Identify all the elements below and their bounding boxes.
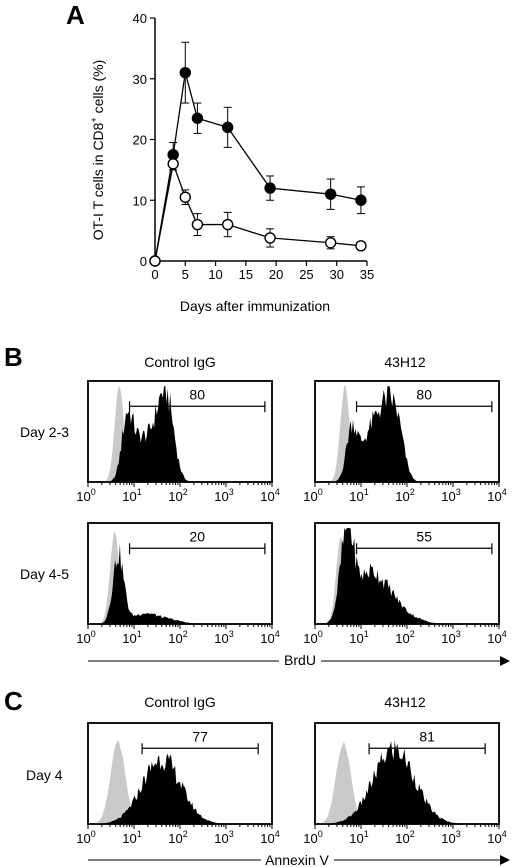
panel-b-day2-3-control-igg-x-tick-label: 102 (168, 487, 187, 504)
panel-b-day2-3-43h12-x-tick-label: 100 (303, 487, 322, 504)
panel-c-day4-control-igg-x-tick-label: 101 (122, 829, 141, 846)
panel-a-point-open (221, 218, 234, 231)
panel-b-day2-3-43h12-gate-value: 80 (416, 386, 432, 402)
panel-c-x-axis-label: Annexin V (265, 852, 329, 867)
panel-a-point-open (324, 237, 337, 249)
panel-c-day4-43h12-grey-histogram (315, 741, 499, 824)
panel-c-day4-control-igg-gate-value: 77 (192, 728, 208, 744)
panel-b-day4-5-control-igg-x-tick-label: 103 (214, 629, 233, 646)
panel-c-day4-43h12-x-tick-label: 102 (395, 829, 414, 846)
panel-b-letter: B (4, 342, 23, 372)
panel-a-point-open (355, 240, 367, 252)
panel-b-col-title-43h12: 43H12 (384, 354, 425, 370)
panel-a-y-tick-label: 20 (133, 133, 147, 148)
panel-b-day2-3-43h12-black-histogram (315, 386, 499, 482)
panel-a-point-open (179, 191, 191, 203)
panel-c-day4-control-igg-x-tick-label: 103 (214, 829, 233, 846)
panel-a-line-chart: 0 5 10 15 20 25 30 35 0 10 20 30 40 (133, 11, 375, 282)
panel-a-y-tick-label: 0 (140, 254, 147, 269)
panel-a-letter: A (66, 0, 85, 30)
panel-b-day4-5-control-igg-x-tick-label: 101 (122, 629, 141, 646)
panel-a-point-open (149, 255, 161, 267)
panel-b-col-title-control: Control IgG (144, 354, 216, 370)
panel-b-day2-3-control-igg-x-tick-label: 104 (260, 487, 279, 504)
panel-c-letter: C (4, 686, 23, 716)
panel-b-day4-5-43h12-x-tick-label: 102 (395, 629, 414, 646)
panel-b-day4-5-43h12-black-histogram (315, 528, 499, 624)
panel-b-day2-3-control-igg-gate-value: 80 (189, 386, 205, 402)
panel-a-point-filled (264, 182, 276, 194)
panel-a-y-tick-label: 40 (133, 11, 147, 26)
panel-a-y-axis-label: OT-I T cells in CD8+ cells (%) (89, 60, 106, 241)
panel-a-point-open (167, 158, 179, 170)
panel-a-point-open (191, 218, 204, 231)
panel-a-y-axis-label-sup: + (89, 117, 99, 122)
panel-a-x-tick-label: 15 (239, 267, 253, 282)
panel-b-day4-5-control-igg-x-tick-label: 104 (260, 629, 279, 646)
panel-a-x-axis-label: Days after immunization (180, 298, 330, 314)
panel-b-day4-5-control-igg-x-tick-label: 102 (168, 629, 187, 646)
panel-a-point-filled (324, 188, 337, 200)
panel-a-y-axis-label-main: OT-I T cells in CD8 (90, 122, 106, 240)
panel-b-histograms: 80 100 101 102 103 104 80 100 101 102 103 104 20 100 1… (76, 380, 507, 646)
panel-b-day2-3-control-igg-black-histogram (88, 386, 272, 482)
panel-c-day4-43h12-x-tick-label: 103 (441, 829, 460, 846)
panel-a-point-filled (221, 121, 234, 134)
panel-b-day4-5-control-igg-x-tick-label: 100 (76, 629, 95, 646)
panel-b-day2-3-control-igg-x-tick-label: 100 (76, 487, 95, 504)
panel-c-day4-43h12-x-tick-label: 104 (487, 829, 506, 846)
panel-a-x-tick-label: 25 (299, 267, 313, 282)
panel-a-x-tick-label: 30 (329, 267, 343, 282)
panel-c-day4-43h12-x-tick-label: 101 (349, 829, 368, 846)
panel-a-point-filled (355, 194, 367, 206)
panel-b-day2-3-43h12-x-tick-label: 102 (395, 487, 414, 504)
panel-c-day4-control-igg-black-histogram (88, 753, 272, 824)
panel-c-day4-control-igg-grey-histogram (88, 740, 272, 824)
panel-a-x-tick-label: 35 (360, 267, 374, 282)
panel-a-x-tick-label: 5 (182, 267, 189, 282)
panel-b-day4-5-control-igg-grey-histogram (88, 531, 272, 624)
panel-c-day4-control-igg-x-tick-label: 100 (76, 829, 95, 846)
panel-b-day4-5-control-igg-gate-value: 20 (189, 528, 205, 544)
panel-a-y-tick-label: 30 (133, 72, 147, 87)
panel-a-x-tick-label: 20 (269, 267, 283, 282)
panel-c-arrow-head (500, 855, 510, 865)
panel-b-day2-3-43h12-x-tick-label: 104 (487, 487, 506, 504)
panel-a-point-filled (191, 112, 204, 124)
panel-b-day4-5-43h12-x-tick-label: 103 (441, 629, 460, 646)
panel-c-day4-control-igg-x-tick-label: 102 (168, 829, 187, 846)
panel-b-day2-3-43h12-x-tick-label: 103 (441, 487, 460, 504)
panel-b-day2-3-43h12-x-tick-label: 101 (349, 487, 368, 504)
panel-c-histograms: 77 100 101 102 103 104 81 100 101 102 103 104 (76, 722, 507, 846)
panel-a-series-line-filled (154, 72, 362, 262)
panel-a-series-line-open (154, 161, 362, 262)
panel-a-point-open (264, 232, 276, 244)
panel-b-day4-5-43h12-gate-value: 55 (416, 528, 432, 544)
panel-c-day4-43h12-black-histogram (315, 740, 499, 824)
panel-a-series (149, 41, 367, 267)
panel-c-day4-control-igg-x-tick-label: 104 (260, 829, 279, 846)
panel-b-row-label-day4-5: Day 4-5 (20, 566, 69, 582)
panel-c-col-title-control: Control IgG (144, 694, 216, 710)
panel-c-day4-43h12-gate-value: 81 (419, 728, 435, 744)
panel-b-row-label-day2-3: Day 2-3 (20, 424, 69, 440)
panel-b-day4-5-43h12-x-tick-label: 100 (303, 629, 322, 646)
panel-c-row-label-day4: Day 4 (26, 767, 63, 783)
panel-c-day4-43h12-x-tick-label: 100 (303, 829, 322, 846)
panel-a-y-tick-label: 10 (133, 193, 147, 208)
panel-a-point-filled (179, 66, 191, 79)
panel-b-day2-3-control-igg-x-tick-label: 103 (214, 487, 233, 504)
panel-c-col-title-43h12: 43H12 (384, 694, 425, 710)
panel-a-x-tick-label: 0 (151, 267, 158, 282)
panel-b-day4-5-43h12-x-tick-label: 104 (487, 629, 506, 646)
panel-b-day4-5-control-igg-black-histogram (88, 544, 272, 624)
panel-b-x-axis-label: BrdU (284, 652, 316, 668)
panel-b-day4-5-43h12-x-tick-label: 101 (349, 629, 368, 646)
panel-a-axes: 0 5 10 15 20 25 30 35 0 10 20 30 40 (133, 11, 375, 282)
panel-a-x-tick-label: 10 (208, 267, 222, 282)
panel-b-arrow-head (500, 656, 510, 666)
panel-b-day2-3-control-igg-x-tick-label: 101 (122, 487, 141, 504)
panel-a-y-axis-label-tail: cells (%) (90, 60, 106, 118)
